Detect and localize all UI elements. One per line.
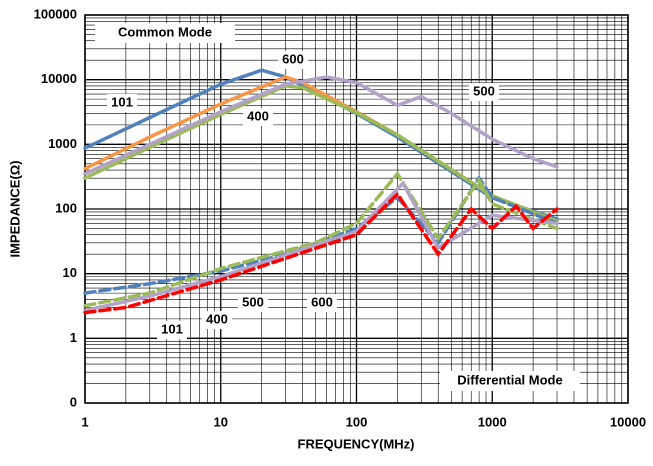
y-tick-label: 100	[55, 200, 77, 215]
series-label: 400	[206, 311, 228, 326]
name-label-box	[278, 51, 308, 69]
y-tick-label: 0	[70, 394, 77, 409]
series-label: 400	[247, 108, 269, 123]
series-line	[83, 170, 559, 308]
annotation-box	[440, 371, 580, 391]
name-label-box	[243, 108, 273, 126]
name-label-box	[107, 94, 137, 112]
x-tick-label: 1	[81, 414, 88, 429]
x-tick-label: 1000	[478, 414, 507, 429]
y-tick-label: 100000	[34, 6, 77, 21]
name-label-box	[469, 83, 499, 101]
x-axis-label: FREQUENCY(MHz)	[298, 436, 415, 451]
plot-frame	[84, 14, 629, 404]
y-tick-label: 10000	[41, 71, 77, 86]
series-line	[83, 174, 559, 295]
series-label: 500	[242, 294, 264, 309]
x-tick-label: 10	[214, 414, 228, 429]
x-tick-label: 10000	[610, 414, 646, 429]
name-label-box	[202, 311, 232, 329]
series-label: 500	[473, 83, 495, 98]
series-label: 101	[111, 94, 133, 109]
series-label: 600	[311, 294, 333, 309]
name-label-box	[238, 294, 268, 312]
name-label-box	[157, 321, 187, 339]
series-line	[83, 191, 559, 315]
series-line	[83, 75, 559, 176]
series-label: 600	[282, 51, 304, 66]
annotation: Common Mode	[118, 24, 212, 39]
series-line	[83, 84, 559, 223]
name-label-box	[307, 294, 337, 312]
y-tick-label: 10	[63, 265, 77, 280]
y-axis-label: IMPEDANCE(Ω)	[7, 160, 22, 257]
annotation: Differential Mode	[457, 372, 562, 387]
annotation-box	[95, 23, 235, 43]
x-tick-label: 100	[346, 414, 368, 429]
y-tick-label: 1	[70, 330, 77, 345]
y-tick-label: 1000	[48, 136, 77, 151]
series-label: 101	[161, 321, 183, 336]
